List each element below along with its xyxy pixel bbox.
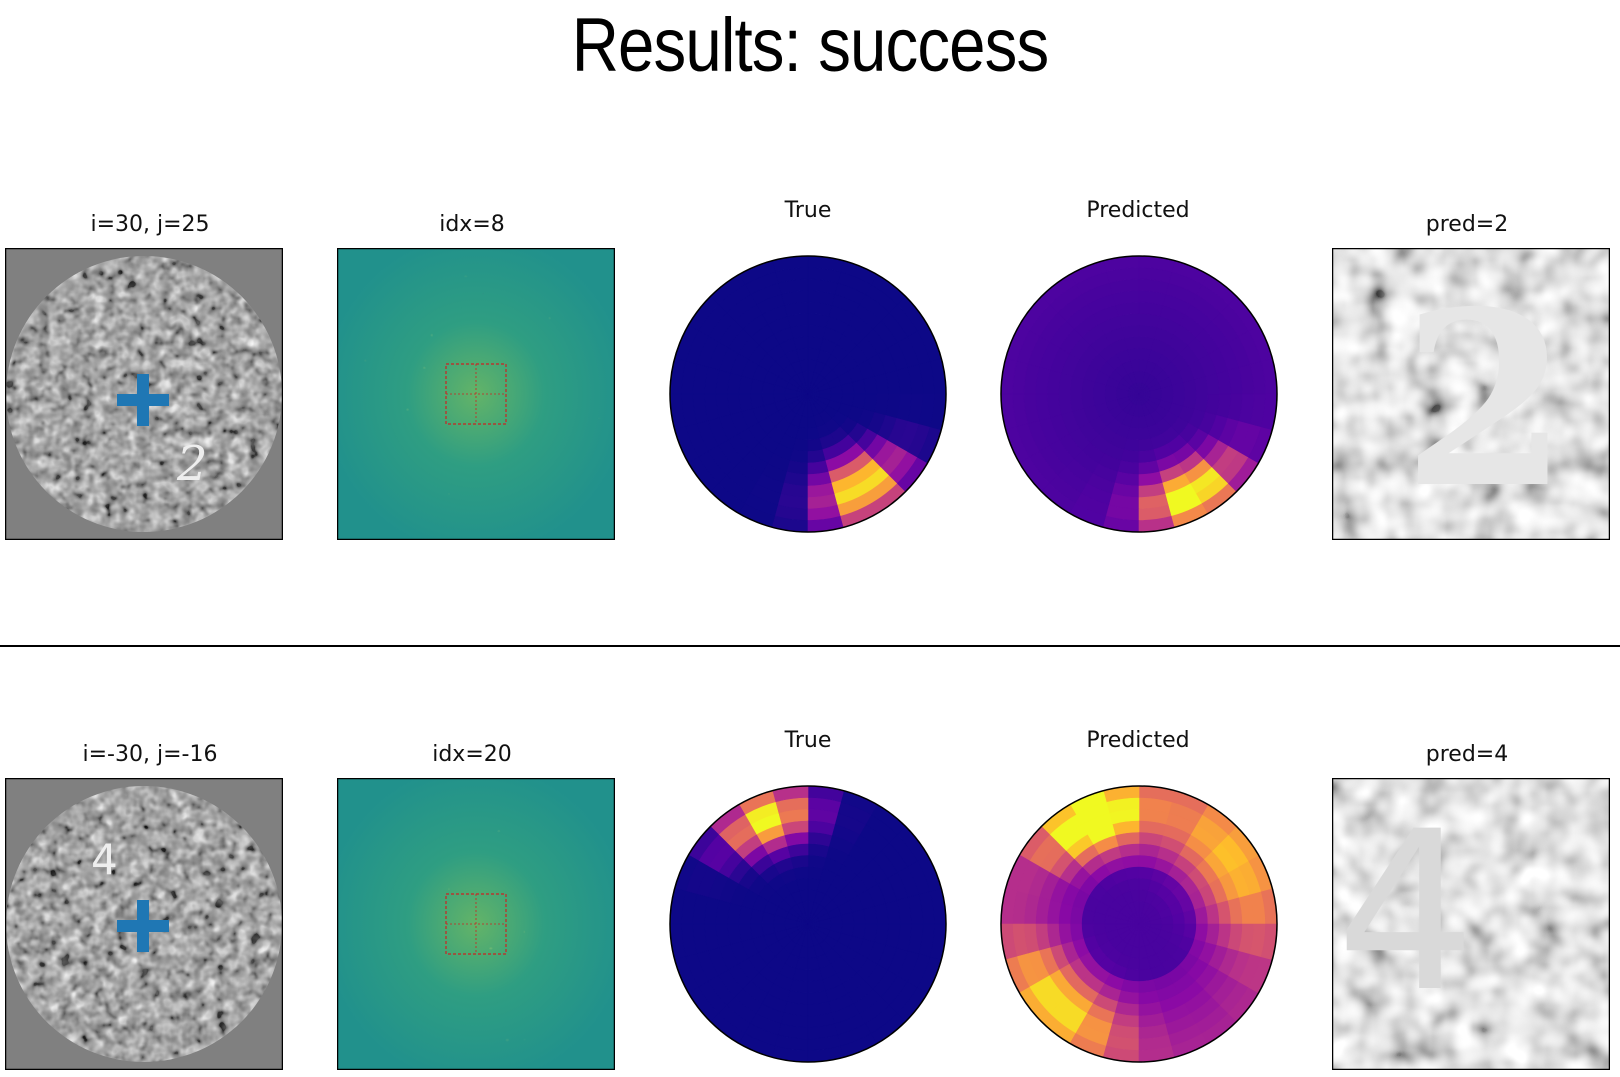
polar-cell xyxy=(789,449,809,464)
target-marker-icon xyxy=(117,900,169,952)
polar-cell xyxy=(1138,854,1158,869)
polar-cell xyxy=(1069,375,1084,395)
roi-box xyxy=(445,363,507,425)
true-panel-title: True xyxy=(784,728,832,753)
polar-cell xyxy=(792,968,809,982)
polar-cell xyxy=(750,378,764,395)
polar-cell xyxy=(1120,979,1140,994)
input-image-panel: 2 xyxy=(5,248,283,540)
polar-cell xyxy=(863,923,878,943)
crop-panel-title: pred=2 xyxy=(1425,212,1509,237)
input-digit: 2 xyxy=(176,436,208,492)
true-polar-panel xyxy=(668,778,948,1070)
polar-cell xyxy=(750,908,764,925)
polar-frame xyxy=(669,255,947,533)
input-image-panel: 4 xyxy=(5,778,283,1070)
predicted-polar-panel xyxy=(999,778,1279,1070)
polar-cell xyxy=(1120,449,1140,464)
polar-cell xyxy=(1183,393,1197,410)
polar-cell xyxy=(789,979,809,994)
polar-cell xyxy=(1123,438,1140,452)
crop-digit: 2 xyxy=(1402,259,1569,540)
polar-cell xyxy=(863,393,878,413)
polar-cell xyxy=(738,905,753,925)
polar-cell xyxy=(852,923,866,940)
slide-title: Results: success xyxy=(571,3,1049,88)
polar-cell xyxy=(807,866,824,880)
polar-cell xyxy=(1123,968,1140,982)
polar-cell xyxy=(1138,866,1155,880)
filter-image-plot xyxy=(337,778,615,1070)
input-panel-title: i=-30, j=-16 xyxy=(82,742,218,767)
input-digit: 4 xyxy=(91,835,118,884)
polar-cell xyxy=(792,438,809,452)
polar-frame xyxy=(669,785,947,1063)
polar-cell xyxy=(1194,923,1209,943)
crop-image-plot: 2 xyxy=(1332,248,1610,540)
crop-image-panel: 2 xyxy=(1332,248,1610,540)
crop-digit: 4 xyxy=(1336,784,1476,1040)
predicted-polar-plot xyxy=(1000,255,1278,533)
true-panel-title: True xyxy=(784,198,832,223)
filter-panel-title: idx=8 xyxy=(439,212,505,237)
polar-frame xyxy=(1000,785,1278,1063)
input-panel-title: i=30, j=25 xyxy=(90,212,210,237)
predicted-panel-title: Predicted xyxy=(1086,728,1190,753)
polar-cell xyxy=(807,336,824,350)
row-divider xyxy=(0,645,1620,647)
polar-cell xyxy=(807,854,827,869)
crop-image-panel: 4 xyxy=(1332,778,1610,1070)
polar-cell xyxy=(1069,905,1084,925)
crop-image-plot: 4 xyxy=(1332,778,1610,1070)
polar-cell xyxy=(852,393,866,410)
filter-image-panel xyxy=(337,778,615,1070)
polar-cell xyxy=(1081,908,1095,925)
roi-box xyxy=(445,893,507,955)
polar-cell xyxy=(1081,378,1095,395)
polar-cell xyxy=(1138,336,1155,350)
predicted-panel-title: Predicted xyxy=(1086,198,1190,223)
target-marker-icon xyxy=(117,374,169,426)
polar-cell xyxy=(1138,324,1158,339)
input-frame xyxy=(5,248,283,540)
polar-cell xyxy=(738,375,753,395)
polar-cell xyxy=(807,324,827,339)
input-image-plot: 2 xyxy=(5,248,283,540)
true-polar-panel xyxy=(668,248,948,540)
polar-cell xyxy=(1183,923,1197,940)
predicted-polar-panel xyxy=(999,248,1279,540)
filter-image-plot xyxy=(337,248,615,540)
polar-cell xyxy=(1194,393,1209,413)
crop-panel-title: pred=4 xyxy=(1425,742,1509,767)
polar-frame xyxy=(1000,255,1278,533)
true-polar-plot xyxy=(669,785,947,1063)
predicted-polar-plot xyxy=(1000,785,1278,1063)
input-image-plot: 4 xyxy=(5,778,283,1070)
true-polar-plot xyxy=(669,255,947,533)
filter-panel-title: idx=20 xyxy=(432,742,512,767)
filter-image-panel xyxy=(337,248,615,540)
